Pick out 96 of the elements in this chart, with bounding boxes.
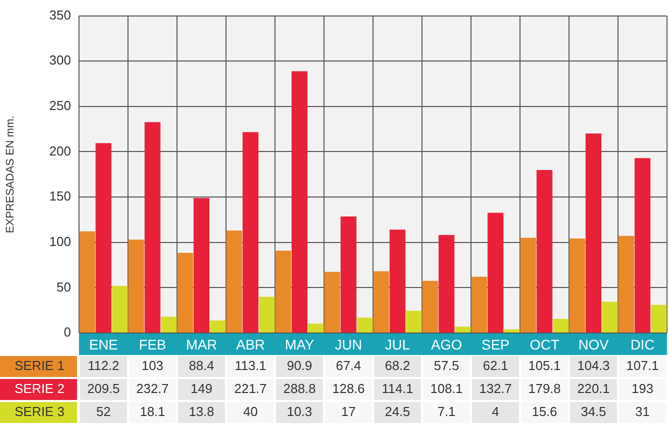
bar	[194, 198, 210, 332]
data-label: 24.5	[384, 404, 410, 420]
y-tick-label: 50	[56, 279, 71, 294]
data-label: 112.2	[88, 358, 120, 374]
text: SERIE 3	[14, 404, 64, 420]
x-tick-label: SEP	[481, 336, 510, 352]
x-tick-label: JUN	[334, 336, 362, 352]
bar	[438, 235, 454, 332]
bar	[586, 134, 602, 332]
data-label: 220.1	[577, 381, 610, 396]
bar	[536, 170, 552, 332]
y-tick-label: 250	[49, 98, 71, 114]
bar	[292, 71, 308, 332]
bar	[356, 318, 373, 332]
data-label: 13.8	[188, 404, 214, 420]
data-label: 128.6	[332, 381, 365, 396]
text: SERIE 1	[14, 358, 64, 374]
data-label: 288.8	[283, 381, 316, 396]
data-label: 67.4	[336, 358, 362, 374]
x-tick-label: ABR	[236, 336, 265, 352]
x-tick-label: ENE	[89, 336, 118, 352]
data-label: 179.8	[528, 381, 561, 396]
bar	[634, 158, 650, 332]
bar	[552, 318, 569, 332]
data-label: 62.1	[482, 358, 508, 374]
data-label: 104.3	[577, 358, 610, 374]
bar	[226, 230, 242, 332]
bar	[112, 286, 128, 332]
data-label: 232.7	[136, 381, 169, 396]
bar	[454, 326, 471, 332]
data-label: 90.9	[286, 358, 312, 374]
y-tick-label: 100	[49, 234, 71, 249]
x-tick-label: AGO	[430, 336, 462, 352]
bar	[602, 302, 618, 332]
x-tick-label: FEB	[138, 336, 166, 352]
data-label: 107.1	[626, 358, 659, 374]
bar	[569, 238, 586, 332]
bar	[422, 280, 438, 332]
data-label: 57.5	[434, 358, 460, 374]
data-label: 149	[190, 381, 212, 396]
bar	[79, 231, 96, 332]
bar	[390, 230, 406, 332]
bar	[340, 216, 356, 332]
data-label: 18.1	[140, 404, 166, 420]
bar	[520, 238, 536, 332]
bar	[471, 276, 488, 332]
data-label: 68.2	[384, 358, 410, 374]
data-label: 209.5	[87, 381, 120, 396]
y-tick-label: 300	[49, 52, 71, 68]
data-label: 4	[492, 404, 500, 420]
bar	[242, 132, 258, 332]
x-tick-label: MAY	[284, 336, 315, 352]
bar	[128, 240, 144, 332]
x-tick-label: JUL	[385, 336, 410, 352]
data-label: 105.1	[528, 358, 561, 374]
data-label: 31	[635, 404, 650, 420]
bar	[308, 324, 324, 332]
bar	[488, 212, 504, 332]
data-label: 7.1	[437, 404, 456, 420]
data-label: 114.1	[382, 381, 414, 396]
data-label: 15.6	[532, 404, 558, 420]
data-label: 132.7	[479, 381, 512, 396]
bar	[96, 143, 112, 332]
data-label: 40	[243, 404, 258, 420]
bar	[504, 329, 520, 332]
data-label: 113.1	[234, 358, 266, 374]
x-tick-label: OCT	[530, 336, 560, 352]
data-label: 52	[96, 404, 111, 420]
bar	[258, 296, 275, 332]
x-tick-label: DIC	[630, 336, 655, 352]
bar	[324, 272, 340, 332]
bar	[210, 320, 226, 332]
bar	[650, 304, 667, 332]
data-label: 88.4	[188, 358, 214, 374]
bar	[373, 271, 390, 332]
y-tick-label: 150	[49, 188, 71, 204]
bar	[177, 252, 194, 332]
x-tick-label: NOV	[578, 336, 610, 352]
bar	[406, 310, 422, 332]
data-label: 10.3	[286, 404, 312, 420]
data-label: 103	[142, 358, 164, 374]
bar	[275, 250, 292, 332]
bar	[618, 236, 634, 332]
bar	[144, 122, 160, 332]
text: SERIE 2	[14, 381, 64, 396]
data-label: 221.7	[234, 381, 267, 396]
bar	[160, 316, 177, 332]
data-label: 108.1	[430, 381, 463, 396]
y-axis-title: EXPRESADAS EN mm.	[4, 116, 17, 234]
data-label: 17	[341, 404, 356, 420]
y-tick-label: 0	[64, 324, 71, 340]
y-tick-label: 200	[49, 143, 71, 158]
data-label: 193	[632, 381, 654, 396]
y-tick-label: 350	[49, 7, 71, 22]
data-label: 34.5	[580, 404, 606, 420]
x-tick-label: MAR	[186, 336, 218, 352]
